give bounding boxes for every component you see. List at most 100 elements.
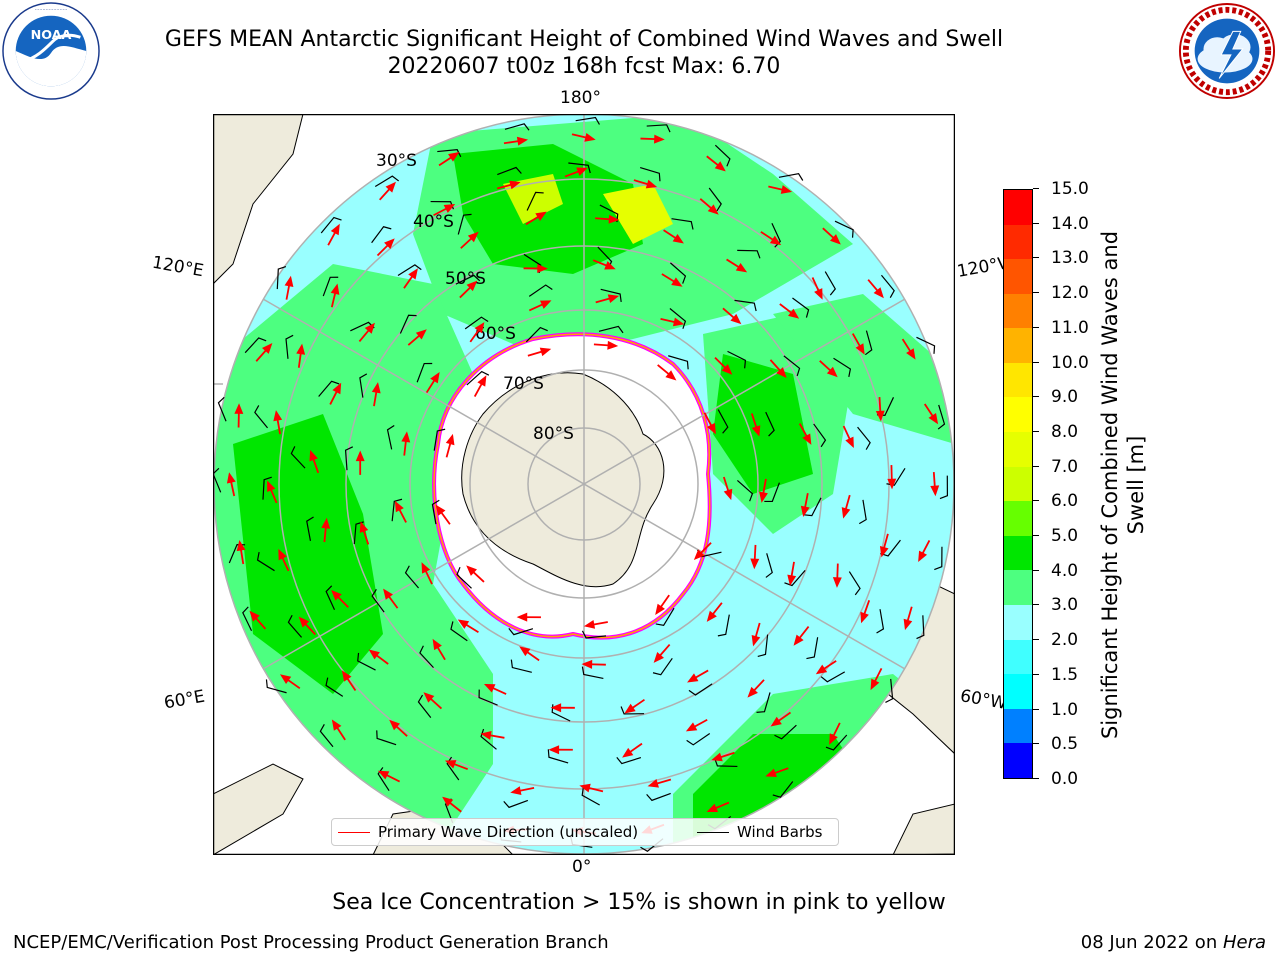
wind-barb <box>377 767 390 792</box>
lat-label: 80°S <box>533 424 574 444</box>
colorbar-tick: 0.0 <box>1033 769 1093 789</box>
wave-direction-arrowhead <box>787 574 797 586</box>
wind-barb <box>806 637 819 660</box>
wind-barb <box>325 585 336 610</box>
footer-host: Hera <box>1222 932 1266 953</box>
wind-barb <box>431 499 440 525</box>
wave-direction-arrowhead <box>776 367 787 378</box>
wind-barb <box>228 543 246 564</box>
colorbar-tick-label: 9.0 <box>1051 387 1079 408</box>
wave-direction-arrowhead <box>579 783 591 793</box>
colorbar-tick-mark <box>1033 778 1039 779</box>
wave-direction-arrowhead <box>647 779 659 788</box>
colorbar-tick: 1.0 <box>1033 700 1093 720</box>
wave-direction-arrowhead <box>815 664 828 675</box>
wave-direction-arrowhead <box>278 548 287 561</box>
legend-black-line-icon <box>697 832 729 833</box>
polar-map-canvas: 30°S40°S50°S60°S70°S80°S <box>213 114 955 855</box>
lon-label-180: 180° <box>560 88 601 108</box>
colorbar-tick-mark <box>1033 222 1039 224</box>
wind-barb <box>813 423 827 448</box>
wave-direction-arrowhead <box>321 517 331 529</box>
wave-direction-arrowhead <box>444 760 457 769</box>
colorbar-segment <box>1004 189 1032 225</box>
colorbar-tick-label: 10.0 <box>1051 352 1089 373</box>
colorbar-segment <box>1004 328 1032 363</box>
wind-barb <box>322 276 339 297</box>
wind-barb <box>525 326 548 343</box>
wind-barb <box>265 679 287 694</box>
wave-direction-arrowhead <box>584 132 596 142</box>
wave-direction-arrowhead <box>548 745 560 755</box>
colorbar-segment <box>1004 466 1032 502</box>
colorbar-tick: 7.0 <box>1033 457 1093 477</box>
wind-barb <box>276 266 287 290</box>
colorbar-tick-mark <box>1033 535 1039 537</box>
colorbar-tick-label: 0.5 <box>1051 734 1079 755</box>
noaa-logo: NOAA ····················· <box>2 2 100 100</box>
wind-barb <box>457 213 472 235</box>
wave-direction-arrowhead <box>550 703 562 713</box>
wave-direction-arrowhead <box>445 433 455 446</box>
wave-direction-arrowhead <box>665 370 677 381</box>
wave-direction-arrowhead <box>296 343 306 355</box>
wave-direction-arrowhead <box>802 433 812 445</box>
colorbar-tick: 10.0 <box>1033 353 1093 373</box>
wave-direction-arrowhead <box>723 488 733 501</box>
colorbar-tick: 12.0 <box>1033 283 1093 303</box>
chart-subtitle: 20220607 t00z 168h fcst Max: 6.70 <box>387 54 781 79</box>
wind-barb <box>581 666 604 680</box>
wind-barb <box>416 362 433 383</box>
wave-direction-arrowhead <box>355 450 365 462</box>
colorbar-segment <box>1004 259 1032 294</box>
colorbar-segment <box>1004 674 1032 709</box>
wave-direction-arrowhead <box>537 264 548 273</box>
wave-direction-arrowhead <box>535 211 547 221</box>
wind-barb <box>404 565 420 589</box>
wind-barb <box>616 756 642 765</box>
legend-red-line-icon <box>338 832 370 833</box>
colorbar-tick-label: 6.0 <box>1051 491 1079 512</box>
wave-direction-arrowhead <box>332 382 342 395</box>
wave-direction-arrowhead <box>466 565 477 576</box>
wind-barb <box>937 404 946 430</box>
wind-barb <box>371 588 385 613</box>
colorbar-tick-label: 15.0 <box>1051 179 1089 199</box>
colorbar-segment <box>1004 570 1032 606</box>
wave-direction-arrowhead <box>751 634 761 647</box>
wind-barb <box>318 380 340 397</box>
wave-direction-arrowhead <box>759 491 768 503</box>
colorbar-segment <box>1004 293 1032 329</box>
lat-label: 70°S <box>503 374 544 394</box>
wave-direction-arrowhead <box>780 185 793 194</box>
wave-direction-arrowhead <box>442 796 454 807</box>
colorbar-tick: 3.0 <box>1033 595 1093 615</box>
wave-direction-arrowhead <box>519 646 531 657</box>
colorbar-tick-mark <box>1033 326 1039 328</box>
wave-direction-arrowhead <box>624 703 636 714</box>
wave-direction-arrowhead <box>826 366 838 378</box>
wind-barb <box>803 497 822 517</box>
wave-direction-arrowhead <box>687 673 699 683</box>
wind-barb <box>478 689 498 706</box>
wave-direction-arrowhead <box>467 231 479 243</box>
wave-direction-arrowhead <box>707 422 716 435</box>
wave-direction-arrowhead <box>234 403 244 414</box>
wind-barb <box>708 187 722 212</box>
colorbar-tick-mark <box>1033 569 1039 571</box>
wave-direction-arrowhead <box>385 181 396 193</box>
colorbar-tick-label: 0.0 <box>1051 769 1079 789</box>
wave-direction-arrowhead <box>539 300 552 309</box>
wind-barb <box>668 355 689 370</box>
wind-barb <box>734 299 757 312</box>
colorbar-tick: 0.5 <box>1033 734 1093 754</box>
footer-date-text: 08 Jun 2022 on <box>1080 932 1223 953</box>
wind-barb <box>386 424 395 450</box>
footer-branch: NCEP/EMC/Verification Post Processing Pr… <box>13 932 609 953</box>
wind-barb <box>244 337 267 354</box>
colorbar-tick-label: 8.0 <box>1051 421 1079 442</box>
wave-direction-arrowhead <box>622 747 634 758</box>
wave-direction-arrowhead <box>435 504 446 516</box>
wind-barb <box>503 799 529 809</box>
colorbar-tick: 15.0 <box>1033 179 1093 199</box>
